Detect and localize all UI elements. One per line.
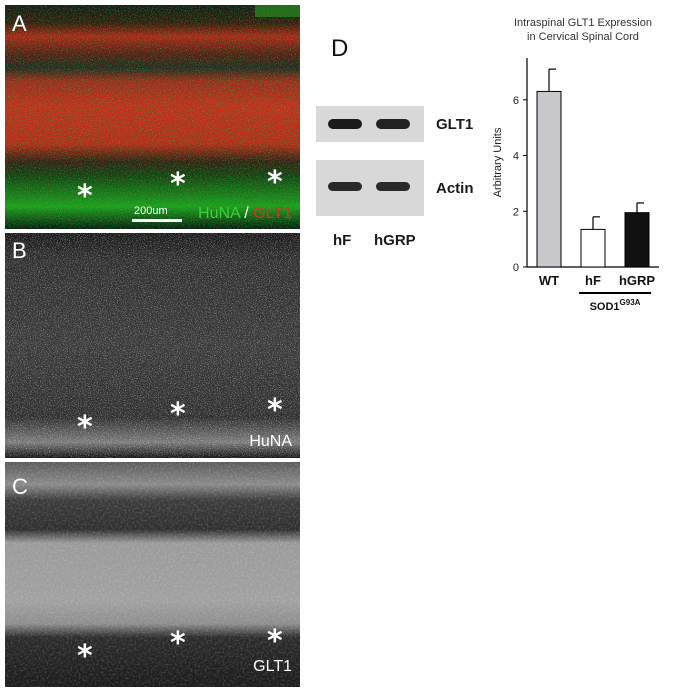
asterisk-marker: *	[77, 410, 93, 445]
asterisk-marker: *	[170, 167, 186, 202]
panel-letter-a: A	[12, 11, 27, 36]
lane-label-hf: hF	[333, 232, 352, 249]
blot-band	[328, 119, 362, 129]
group-label: SOD1G93A	[590, 298, 641, 312]
blot-band	[376, 182, 410, 191]
bar-wt	[536, 90, 562, 268]
x-tick-label: hF	[585, 273, 601, 288]
blot-actin	[316, 160, 424, 216]
asterisk-marker: *	[77, 179, 93, 214]
blot-band	[328, 182, 362, 191]
panel-b-marker-label: HuNA	[249, 433, 292, 450]
scale-bar-label: 200um	[134, 205, 168, 217]
y-tick-label: 4	[513, 151, 519, 163]
scale-bar	[132, 219, 182, 222]
asterisk-marker: *	[267, 393, 283, 428]
blot-label-actin: Actin	[436, 180, 474, 197]
group-label-superscript: G93A	[620, 298, 641, 307]
asterisk-marker: *	[77, 639, 93, 674]
panel-letter-b: B	[12, 238, 27, 263]
lane-label-hgrp: hGRP	[374, 232, 416, 249]
blot-band	[376, 119, 410, 129]
asterisk-marker: *	[170, 626, 186, 661]
x-tick-label: WT	[539, 273, 559, 288]
stain-legend: HuNA / GLT1	[198, 205, 292, 223]
x-tick-label: hGRP	[619, 273, 655, 288]
panel-b-image: B * * * HuNA	[5, 233, 300, 458]
group-label-main: SOD1	[590, 301, 620, 312]
stain-label-glt1: GLT1	[253, 205, 292, 222]
y-tick-label: 6	[513, 95, 519, 107]
blot-glt1	[316, 106, 424, 142]
bar-hf	[580, 228, 606, 268]
asterisk-marker: *	[267, 624, 283, 659]
panel-letter-c: C	[12, 474, 28, 499]
blot-label-glt1: GLT1	[436, 116, 474, 133]
bar-chart: Intraspinal GLT1 Expression in Cervical …	[492, 17, 659, 312]
panel-letter-d: D	[331, 35, 349, 62]
y-tick-label: 0	[513, 262, 519, 274]
bar-hgrp	[624, 212, 650, 268]
panel-a-image: A * * * 200um HuNA / GLT1	[5, 5, 300, 229]
chart-title: Intraspinal GLT1 Expression	[514, 17, 652, 29]
y-tick-label: 2	[513, 206, 519, 218]
panel-c-marker-label: GLT1	[253, 658, 292, 675]
panel-c-image: C * * * GLT1	[5, 462, 300, 687]
y-axis-label: Arbitrary Units	[492, 127, 504, 197]
asterisk-marker: *	[267, 165, 283, 200]
chart-subtitle: in Cervical Spinal Cord	[527, 31, 639, 43]
stain-separator: /	[239, 205, 254, 222]
stain-label-huna: HuNA	[198, 205, 240, 222]
asterisk-marker: *	[170, 397, 186, 432]
